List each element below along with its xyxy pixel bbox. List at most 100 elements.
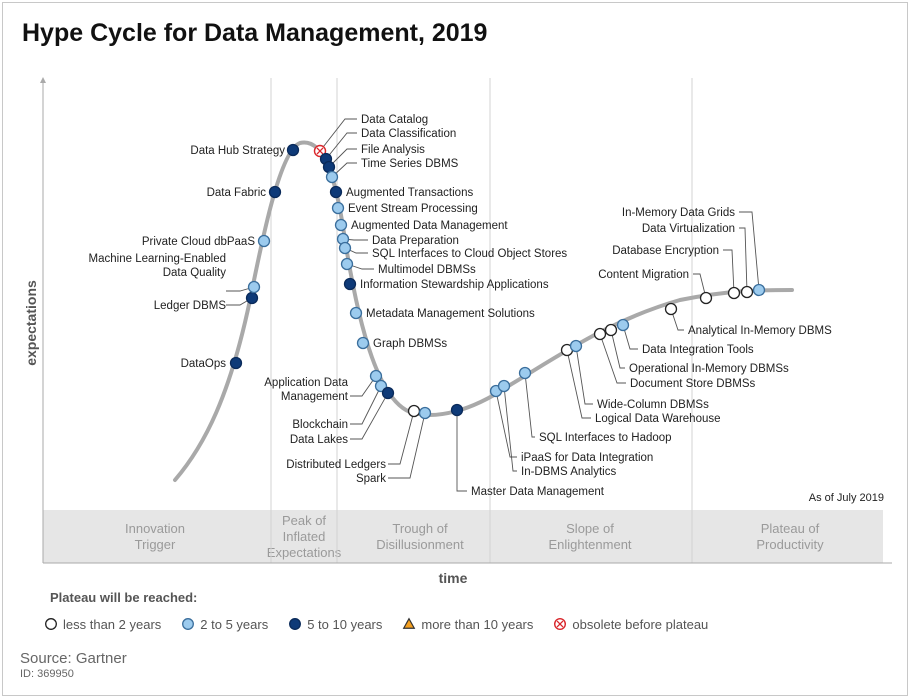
technology-item: Data Integration Tools [616, 318, 754, 356]
phase-label: Trough of Disillusionment [376, 521, 464, 552]
technology-marker [418, 406, 432, 420]
technology-item: Spark [356, 406, 432, 485]
technology-marker [268, 185, 282, 199]
technology-marker [740, 285, 754, 299]
technology-item: Document Store DBMSs [593, 327, 756, 390]
technology-item: Data Fabric [207, 185, 282, 199]
leader-line [350, 392, 389, 440]
technology-label: Event Stream Processing [348, 203, 478, 215]
technology-label: Data Preparation [372, 235, 459, 247]
technology-label: Graph DBMSs [373, 338, 447, 350]
technology-label: Data Integration Tools [642, 344, 754, 356]
technology-label: Operational In-Memory DBMSs [629, 363, 789, 375]
technology-label: In-DBMS Analytics [521, 466, 616, 478]
technology-item: Content Migration [598, 269, 713, 305]
leader-line [670, 308, 684, 331]
technology-item: Information Stewardship Applications [343, 277, 549, 291]
phase-label: Slope of Enlightenment [548, 521, 631, 552]
technology-item: In-DBMS Analytics [497, 379, 616, 478]
technology-item: Private Cloud dbPaaS [142, 234, 271, 248]
technology-marker [752, 283, 766, 297]
legend-label: more than 10 years [421, 616, 534, 632]
phase-label: Plateau of Productivity [756, 521, 824, 552]
technology-item: Master Data Management [450, 403, 605, 498]
leader-line [350, 385, 382, 425]
legend-marker [403, 617, 416, 629]
technology-label: DataOps [181, 358, 227, 370]
leader-line [610, 329, 625, 369]
technology-marker [286, 143, 300, 157]
legend-symbol-icon [182, 618, 195, 630]
leader-line [328, 148, 357, 168]
legend-label: obsolete before plateau [572, 616, 709, 632]
technology-marker [369, 369, 383, 383]
legend-item-obsolete: obsolete before plateau [553, 617, 708, 632]
technology-marker [407, 404, 421, 418]
technology-item: SQL Interfaces to Cloud Object Stores [338, 241, 567, 260]
technology-label: Augmented Transactions [346, 187, 473, 199]
legend-symbol-icon [45, 618, 57, 630]
legend-item-gt10: more than 10 years [402, 617, 533, 632]
technology-label: Private Cloud dbPaaS [142, 236, 255, 248]
technology-marker [727, 286, 741, 300]
technology-item: Graph DBMSs [356, 336, 447, 350]
technology-label: Data Fabric [207, 187, 267, 199]
technology-label: Application Data Management [264, 377, 349, 403]
technology-item: Data Lakes [290, 386, 395, 446]
technology-item: Logical Data Warehouse [560, 343, 721, 425]
technology-item: Data Catalog [313, 114, 428, 158]
phase-band: Innovation Trigger Peak of Inflated Expectat… [43, 510, 883, 563]
technology-marker [349, 306, 363, 320]
leader-line [325, 132, 357, 160]
technology-label: Metadata Management Solutions [366, 308, 535, 320]
technology-marker [381, 386, 395, 400]
technology-marker [450, 403, 464, 417]
technology-item: Analytical In-Memory DBMS [664, 302, 832, 337]
technology-item: Metadata Management Solutions [349, 306, 535, 320]
phase-label: Innovation Trigger [125, 521, 185, 552]
technology-marker [257, 234, 271, 248]
technology-marker [518, 366, 532, 380]
legend-marker [182, 618, 195, 630]
leader-line [693, 273, 707, 299]
technology-marker [497, 379, 511, 393]
leader-line [723, 249, 735, 294]
technology-label: Data Lakes [290, 434, 348, 446]
technology-item: Operational In-Memory DBMSs [604, 323, 789, 375]
technology-label: Spark [356, 473, 386, 485]
technology-marker [604, 323, 618, 337]
technology-item: SQL Interfaces to Hadoop [518, 366, 672, 444]
technology-item: Augmented Data Management [334, 218, 508, 232]
technology-marker [329, 185, 343, 199]
legend-item-5to10: 5 to 10 years [288, 617, 382, 632]
technology-item: Distributed Ledgers [286, 404, 421, 471]
technology-label: Logical Data Warehouse [595, 413, 721, 425]
leader-line [599, 333, 626, 384]
technology-marker [338, 241, 352, 255]
phase-dividers [270, 78, 693, 563]
technology-marker [331, 201, 345, 215]
technology-label: Wide-Column DBMSs [597, 399, 709, 411]
legend-marker [45, 618, 57, 630]
technology-item: Event Stream Processing [331, 201, 478, 215]
technology-label: SQL Interfaces to Cloud Object Stores [372, 248, 567, 260]
leader-line [524, 372, 535, 438]
technology-marker [313, 144, 327, 158]
technology-label: Information Stewardship Applications [360, 279, 549, 291]
technology-markers: DataOps Ledger DBMS Machine Learning-Enabl… [89, 114, 833, 498]
technology-marker [325, 170, 339, 184]
phase-label: Peak of Inflated Expectations [267, 513, 342, 560]
technology-marker [334, 218, 348, 232]
technology-marker [229, 356, 243, 370]
legend: less than 2 years 2 to 5 years 5 to 10 yea… [44, 615, 728, 633]
technology-marker [699, 291, 713, 305]
technology-item: Wide-Column DBMSs [569, 339, 709, 411]
legend-symbol-icon [554, 617, 567, 631]
technology-label: File Analysis [361, 144, 425, 156]
technology-marker [616, 318, 630, 332]
leader-line [331, 162, 357, 178]
technology-label: SQL Interfaces to Hadoop [539, 432, 672, 444]
leader-line [456, 410, 467, 492]
technology-item: Data Hub Strategy [190, 143, 300, 157]
